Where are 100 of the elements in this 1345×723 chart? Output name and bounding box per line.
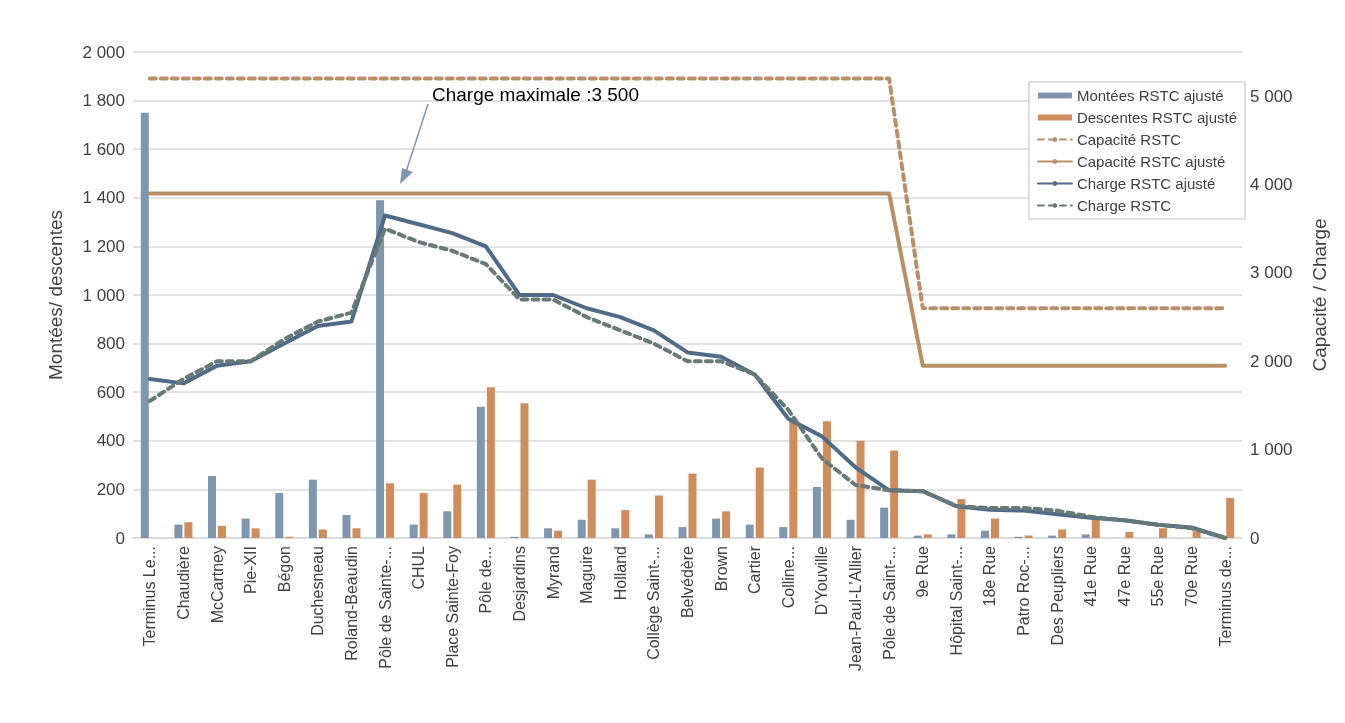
bar [409, 524, 418, 538]
x-tick-label: CHUL [410, 545, 428, 590]
bar [251, 528, 260, 538]
y-tick-label: 200 [96, 479, 125, 499]
x-tick-label: Colline... [779, 546, 797, 609]
bar [275, 493, 284, 538]
x-tick-label: Chaudière [174, 545, 192, 620]
x-tick-label: Belvédère [679, 545, 696, 619]
y2-tick-label: 3 000 [1250, 263, 1293, 283]
bar [822, 421, 831, 538]
x-tick-label: Duchesneau [309, 546, 327, 636]
bar [923, 534, 932, 538]
bar [722, 511, 731, 538]
x-tick-label: Cartier [746, 545, 764, 595]
bar [419, 493, 428, 538]
y-tick-label: 600 [96, 382, 125, 402]
y-tick-label: 800 [96, 334, 125, 354]
x-tick-label: 9e Rue [914, 545, 932, 598]
bar [453, 484, 462, 538]
y-tick-label: 1 400 [82, 188, 125, 208]
bar [376, 200, 385, 538]
bar [644, 534, 653, 538]
legend-label: Montées RSTC ajusté [1076, 87, 1224, 104]
x-tick-label: Bégon [275, 546, 293, 593]
bar [880, 507, 889, 538]
y-tick-label: 400 [96, 431, 125, 451]
bar [846, 519, 855, 538]
x-tick-label: Pôle de Sainte-... [376, 546, 394, 669]
y-tick-label: 1 000 [82, 285, 125, 305]
bar [342, 514, 351, 538]
bar [443, 511, 452, 538]
y-tick-label: 2 000 [82, 42, 125, 62]
x-tick-label: 47e Rue [1115, 545, 1133, 607]
bar [241, 518, 250, 538]
bar [712, 518, 721, 538]
bar [688, 473, 697, 538]
y2-tick-label: 2 000 [1250, 351, 1293, 371]
y2-tick-label: 5 000 [1250, 86, 1293, 106]
bar [1125, 531, 1134, 538]
x-tick-label: 18e Rue [981, 545, 999, 607]
bar [947, 534, 956, 538]
y-tick-label: 1 600 [82, 139, 125, 159]
bar [1058, 529, 1067, 538]
bar [611, 528, 620, 538]
bar [486, 387, 495, 538]
y2-axis-title: Capacité / Charge [1309, 218, 1330, 372]
x-tick-label: Roland-Beaudin [342, 546, 360, 661]
legend-label: Charge RSTC ajusté [1076, 175, 1216, 192]
legend-label: Capacité RSTC ajusté [1076, 153, 1226, 170]
x-tick-label: Pie-XII [242, 546, 260, 595]
bar [1091, 519, 1100, 538]
bar [577, 519, 586, 538]
bar [678, 527, 687, 538]
x-tick-label: Brown [712, 546, 730, 592]
bar [318, 529, 327, 538]
bar [308, 479, 317, 538]
y2-tick-label: 4 000 [1250, 175, 1293, 195]
bar [755, 467, 764, 538]
y-axis-title: Montées/ descentes [45, 209, 66, 381]
x-tick-label: Place Sainte-Foy [443, 546, 461, 668]
bar [544, 528, 553, 538]
bar [812, 486, 821, 538]
bar [779, 527, 788, 538]
y2-tick-label: 1 000 [1250, 440, 1293, 460]
y-tick-label: 1 800 [82, 91, 125, 111]
x-tick-label: McCartney [208, 546, 226, 624]
bar [352, 528, 361, 538]
x-tick-label: Desjardins [510, 546, 528, 622]
y-tick-label: 0 [115, 528, 125, 548]
bar [1158, 528, 1167, 538]
bar [386, 483, 395, 538]
x-tick-label: Terminus Le... [141, 546, 159, 647]
x-tick-label: Pôle de Saint-... [880, 546, 898, 660]
x-tick-label: Holland [611, 546, 629, 601]
bar [980, 530, 989, 538]
x-tick-label: D'Youville [813, 545, 831, 616]
bar [890, 450, 899, 538]
x-tick-label: Pôle de... [477, 546, 495, 614]
bar [654, 495, 663, 538]
x-tick-label: Des Peupliers [1048, 546, 1066, 646]
x-tick-label: Maguire [578, 545, 596, 604]
x-tick-label: Terminus de... [1216, 546, 1234, 647]
bar [554, 530, 563, 538]
x-tick-label: Patro Roc-... [1015, 546, 1033, 636]
annotation: Charge maximale :3 500 [432, 84, 639, 106]
y2-tick-label: 0 [1250, 528, 1260, 548]
bar [208, 476, 217, 538]
x-tick-label: 55e Rue [1149, 545, 1167, 607]
legend-label: Capacité RSTC [1076, 131, 1182, 148]
bar [1081, 534, 1090, 538]
x-tick-label: Jean-Paul-L'Allier [847, 545, 865, 671]
bar [184, 522, 193, 538]
bar [218, 525, 227, 538]
bar [856, 440, 865, 538]
x-tick-label: Myrand [544, 546, 562, 600]
x-tick-label: 70e Rue [1183, 545, 1201, 607]
y-tick-label: 1 200 [82, 236, 125, 256]
legend-label: Charge RSTC [1076, 197, 1172, 214]
bar [990, 518, 999, 538]
legend-label: Descentes RSTC ajusté [1076, 109, 1238, 126]
